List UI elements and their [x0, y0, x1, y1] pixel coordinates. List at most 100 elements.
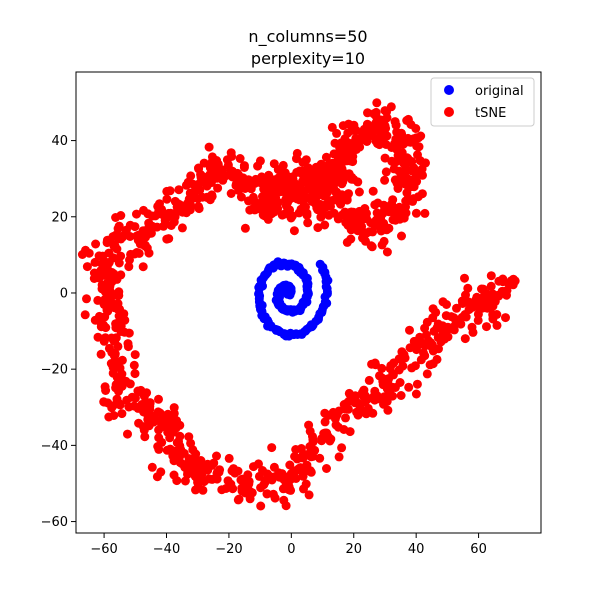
tsne-point	[162, 213, 172, 223]
tsne-point	[320, 408, 330, 418]
tsne-point	[132, 209, 141, 219]
tsne-point	[371, 107, 381, 117]
legend-marker-original	[444, 85, 454, 95]
tsne-point	[378, 375, 388, 385]
tsne-point	[153, 209, 163, 219]
tsne-point	[456, 319, 466, 329]
tsne-point	[267, 443, 277, 453]
tsne-point	[281, 195, 291, 205]
tsne-point	[395, 150, 405, 160]
tsne-point	[421, 330, 431, 340]
tsne-point	[101, 386, 111, 395]
tsne-point	[123, 429, 132, 439]
tsne-point	[234, 170, 244, 180]
tsne-point	[123, 342, 133, 352]
x-tick-label: 40	[408, 542, 425, 557]
tsne-point	[412, 379, 422, 389]
tsne-point	[246, 184, 256, 194]
tsne-point	[301, 171, 311, 181]
tsne-point	[410, 168, 420, 178]
tsne-point	[234, 177, 244, 187]
tsne-point	[289, 226, 299, 236]
tsne-point	[382, 247, 392, 257]
tsne-point	[420, 208, 430, 218]
tsne-point	[473, 309, 483, 319]
tsne-point	[402, 188, 412, 198]
tsne-point	[296, 204, 306, 214]
tsne-point	[291, 445, 301, 454]
tsne-point	[482, 322, 491, 332]
tsne-point	[402, 116, 412, 125]
tsne-point	[355, 134, 365, 144]
tsne-point	[403, 133, 413, 143]
tsne-point	[303, 218, 313, 228]
tsne-point	[181, 208, 191, 218]
tsne-point	[162, 194, 172, 204]
tsne-point	[198, 485, 208, 495]
tsne-point	[90, 257, 100, 267]
tsne-point	[275, 187, 285, 197]
tsne-point	[364, 375, 374, 385]
tsne-point	[137, 400, 147, 409]
tsne-point	[191, 449, 201, 459]
legend-label-original: original	[475, 84, 524, 99]
tsne-point	[377, 240, 387, 250]
tsne-point	[211, 169, 221, 179]
tsne-point	[320, 220, 330, 230]
tsne-point	[174, 185, 184, 195]
tsne-point	[409, 194, 418, 204]
tsne-point	[321, 152, 331, 162]
legend-box	[430, 77, 535, 127]
tsne-point	[110, 241, 120, 251]
tsne-point	[303, 179, 313, 189]
tsne-point	[130, 222, 140, 232]
tsne-point	[492, 320, 502, 330]
tsne-point	[269, 159, 279, 169]
tsne-point	[134, 230, 144, 240]
tsne-point	[191, 485, 200, 495]
tsne-point	[130, 249, 140, 259]
tsne-point	[157, 437, 167, 447]
tsne-point	[139, 407, 149, 417]
tsne-point	[333, 172, 343, 182]
tsne-point	[256, 483, 266, 493]
tsne-point	[212, 451, 221, 461]
tsne-point	[184, 432, 194, 442]
tsne-point	[261, 186, 270, 196]
tsne-point	[142, 228, 152, 238]
tsne-point	[256, 501, 266, 511]
tsne-point	[313, 223, 323, 233]
tsne-point	[193, 478, 203, 487]
tsne-point	[477, 284, 486, 294]
tsne-point	[389, 164, 399, 174]
tsne-point	[258, 195, 268, 205]
tsne-point	[404, 382, 414, 392]
tsne-point	[368, 227, 378, 237]
tsne-point	[329, 208, 339, 218]
tsne-point	[82, 294, 91, 304]
tsne-point	[99, 397, 109, 407]
legend-label-tsne: tSNE	[475, 106, 506, 121]
tsne-point	[125, 255, 134, 265]
tsne-point	[278, 160, 288, 170]
tsne-point	[465, 300, 475, 310]
tsne-point	[195, 185, 205, 195]
tsne-point	[322, 464, 331, 473]
tsne-point	[107, 347, 117, 357]
tsne-point	[152, 472, 162, 482]
x-tick-label: 60	[470, 542, 487, 557]
tsne-point	[360, 397, 370, 407]
tsne-point	[401, 165, 411, 174]
tsne-point	[422, 317, 432, 327]
x-axis-ticks: −60 −40 −20 0 20 40 60	[90, 533, 487, 557]
tsne-point	[379, 200, 389, 210]
y-tick-label: −60	[41, 515, 68, 530]
tsne-point	[194, 164, 204, 174]
tsne-point	[130, 393, 140, 403]
tsne-point	[285, 460, 295, 470]
y-axis-ticks: −60 −40 −20 0 20 40	[41, 134, 76, 530]
tsne-point	[351, 145, 361, 154]
tsne-point	[387, 156, 397, 166]
tsne-point	[346, 234, 356, 244]
tsne-point	[321, 200, 331, 210]
